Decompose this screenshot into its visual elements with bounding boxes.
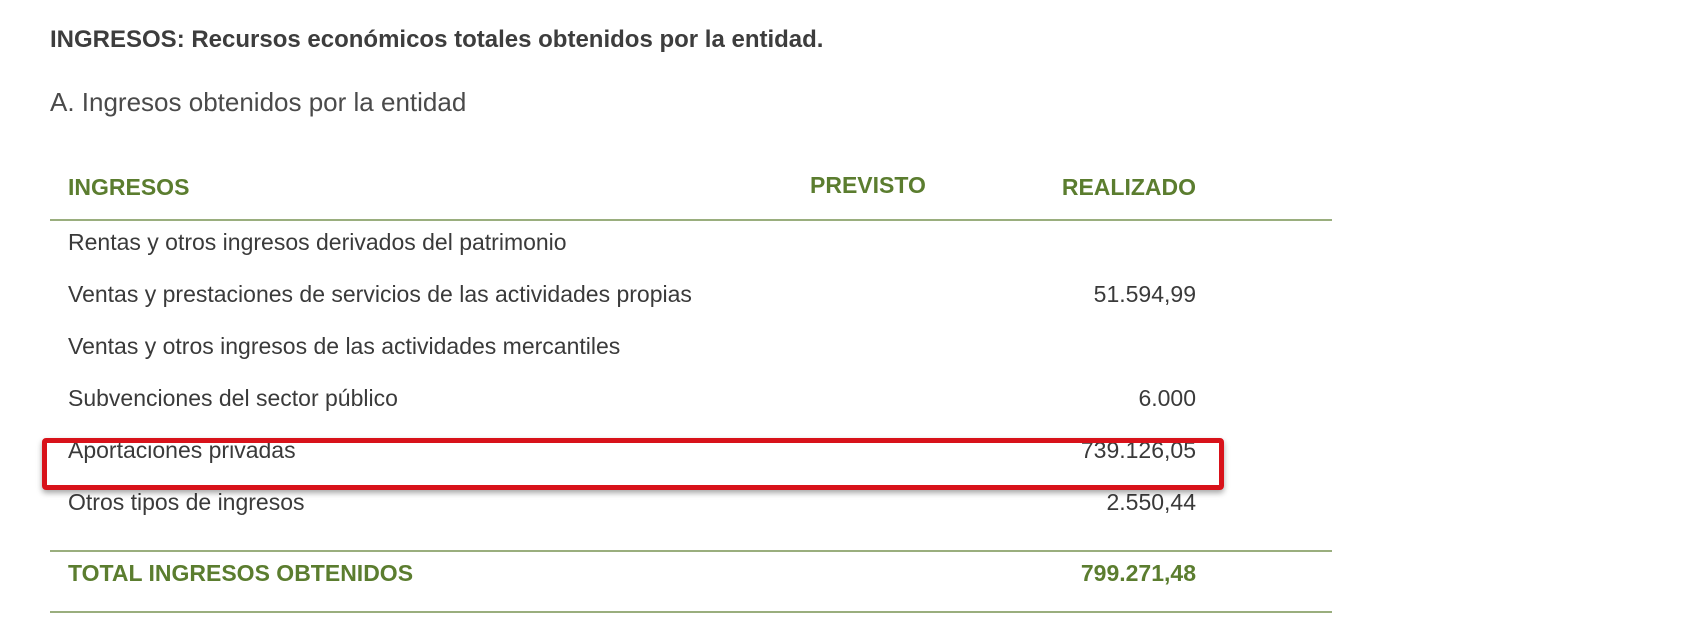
document-title: INGRESOS: Recursos económicos totales ob… [50,26,824,53]
row-realizado-value: 6.000 [1138,385,1196,411]
section-title: A. Ingresos obtenidos por la entidad [50,87,467,117]
bottom-divider [50,611,1332,613]
row-realizado-value: 51.594,99 [1093,281,1196,307]
row-label: Ventas y prestaciones de servicios de la… [68,281,692,307]
table-row: Rentas y otros ingresos derivados del pa… [50,223,1332,263]
total-realizado-value: 799.271,48 [1080,560,1196,586]
total-row: TOTAL INGRESOS OBTENIDOS 799.271,48 [50,554,1332,594]
row-realizado-value: 2.550,44 [1106,489,1196,515]
column-header-ingresos: INGRESOS [68,174,190,200]
row-label: Rentas y otros ingresos derivados del pa… [68,229,567,255]
income-table: INGRESOS PREVISTO REALIZADO Rentas y otr… [42,160,1332,620]
row-label: Ventas y otros ingresos de las actividad… [68,333,621,359]
column-header-previsto: PREVISTO [810,172,926,198]
table-row: Ventas y prestaciones de servicios de la… [50,275,1332,315]
column-header-realizado: REALIZADO [1061,174,1196,200]
table-row: Ventas y otros ingresos de las actividad… [50,327,1332,367]
highlight-annotation-box [42,438,1224,490]
table-row: Otros tipos de ingresos 2.550,44 [50,483,1332,523]
total-label: TOTAL INGRESOS OBTENIDOS [68,560,414,586]
header-divider [50,219,1332,221]
row-label: Subvenciones del sector público [68,385,398,411]
row-label: Otros tipos de ingresos [68,489,305,515]
total-divider [50,550,1332,552]
table-row: Subvenciones del sector público 6.000 [50,379,1332,419]
